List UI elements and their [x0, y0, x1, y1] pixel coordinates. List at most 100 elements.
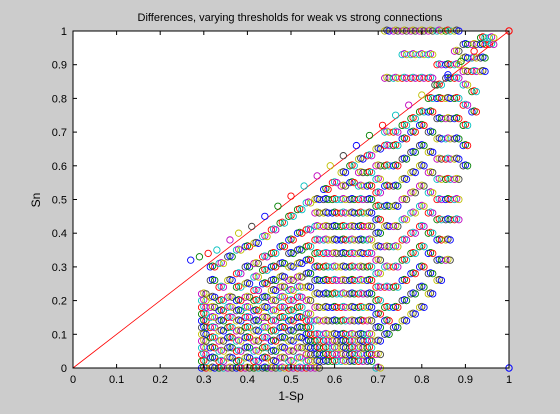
scatter-point [402, 276, 411, 285]
scatter-point [248, 222, 256, 231]
scatter-point [431, 81, 439, 89]
scatter-point [463, 101, 472, 109]
x-tick-label: 0.4 [240, 374, 255, 386]
scatter-point [411, 148, 419, 156]
scatter-point [298, 205, 306, 214]
scatter-point [402, 317, 411, 325]
scatter-point [411, 128, 419, 136]
scatter-point [455, 94, 463, 103]
scatter-point [391, 111, 400, 119]
scatter-point [195, 253, 204, 261]
scatter-point [420, 243, 428, 251]
scatter-point [385, 317, 393, 325]
scatter-point [306, 243, 315, 251]
scatter-point [245, 280, 254, 288]
scatter-point [219, 259, 228, 268]
scatter-point [324, 185, 332, 194]
scatter-point [429, 269, 437, 278]
y-tick-label: 0.2 [52, 296, 67, 308]
scatter-point [394, 323, 402, 332]
scatter-point [298, 303, 306, 311]
y-tick-label: 1 [61, 26, 67, 38]
y-tick-label: 0.6 [52, 161, 67, 173]
x-axis-label: 1-Sp [278, 389, 304, 403]
scatter-point [455, 135, 463, 143]
scatter-point [411, 189, 419, 197]
scatter-point [394, 162, 402, 170]
scatter-point [481, 54, 489, 62]
scatter-point [402, 195, 411, 204]
scatter-point [237, 269, 245, 278]
scatter-point [481, 67, 489, 76]
scatter-point [472, 108, 480, 116]
scatter-point [394, 243, 402, 251]
scatter-point [429, 189, 437, 197]
y-tick-label: 0 [61, 363, 67, 375]
scatter-point [463, 162, 472, 170]
scatter-point [437, 276, 446, 285]
y-tick-label: 0.8 [52, 93, 67, 105]
scatter-point [420, 182, 428, 190]
scatter-point [228, 253, 236, 261]
scatter-point [368, 152, 376, 160]
scatter-point [411, 168, 419, 177]
y-tick-label: 0.4 [52, 228, 67, 240]
scatter-point [429, 108, 437, 116]
scatter-point [254, 259, 262, 268]
scatter-point [226, 236, 234, 244]
scatter-point [211, 276, 219, 285]
x-tick-label: 0.7 [371, 374, 386, 386]
scatter-point [274, 202, 282, 210]
scatter-point [455, 47, 463, 55]
scatter-point [394, 263, 402, 271]
scatter-point [429, 50, 437, 59]
scatter-point [411, 209, 419, 217]
scatter-point [402, 175, 411, 183]
scatter-point [405, 101, 413, 109]
x-tick-label: 0 [70, 374, 76, 386]
scatter-point [219, 283, 228, 291]
scatter-point [418, 91, 426, 99]
scatter-point [378, 121, 387, 130]
scatter-point [368, 249, 376, 258]
scatter-point [368, 303, 376, 311]
scatter-point [368, 317, 376, 325]
scatter-point [446, 256, 454, 264]
scatter-point [429, 74, 437, 82]
scatter-point [490, 34, 498, 42]
scatter-point [289, 212, 297, 221]
y-tick-label: 0.7 [52, 127, 67, 139]
scatter-point [368, 182, 376, 190]
scatter-point [376, 256, 385, 264]
scatter-point [455, 155, 463, 163]
y-tick-label: 0.9 [52, 60, 67, 72]
scatter-point [463, 121, 472, 130]
scatter-point [463, 141, 472, 150]
x-tick-label: 1 [506, 374, 512, 386]
scatter-point [376, 323, 385, 332]
scatter-point [376, 269, 385, 278]
scatter-point [394, 182, 402, 190]
scatter-point [339, 152, 347, 160]
scatter-point [376, 296, 385, 305]
scatter-point [306, 296, 315, 305]
scatter-point [455, 114, 463, 123]
scatter-point [444, 71, 452, 79]
scatter-point [368, 263, 376, 271]
scatter-point [472, 88, 480, 96]
scatter-point [376, 350, 385, 359]
scatter-point [213, 246, 221, 254]
scatter-point [420, 222, 428, 231]
scatter-point [455, 216, 463, 224]
scatter-point [402, 121, 411, 130]
scatter-point [272, 249, 280, 258]
scatter-point [402, 155, 411, 163]
x-tick-label: 0.1 [109, 374, 124, 386]
scatter-point [368, 195, 376, 204]
scatter-point [376, 175, 385, 183]
x-tick-label: 0.9 [458, 374, 473, 386]
scatter-point [455, 195, 463, 204]
scatter-point [263, 232, 271, 241]
scatter-point [446, 236, 454, 244]
